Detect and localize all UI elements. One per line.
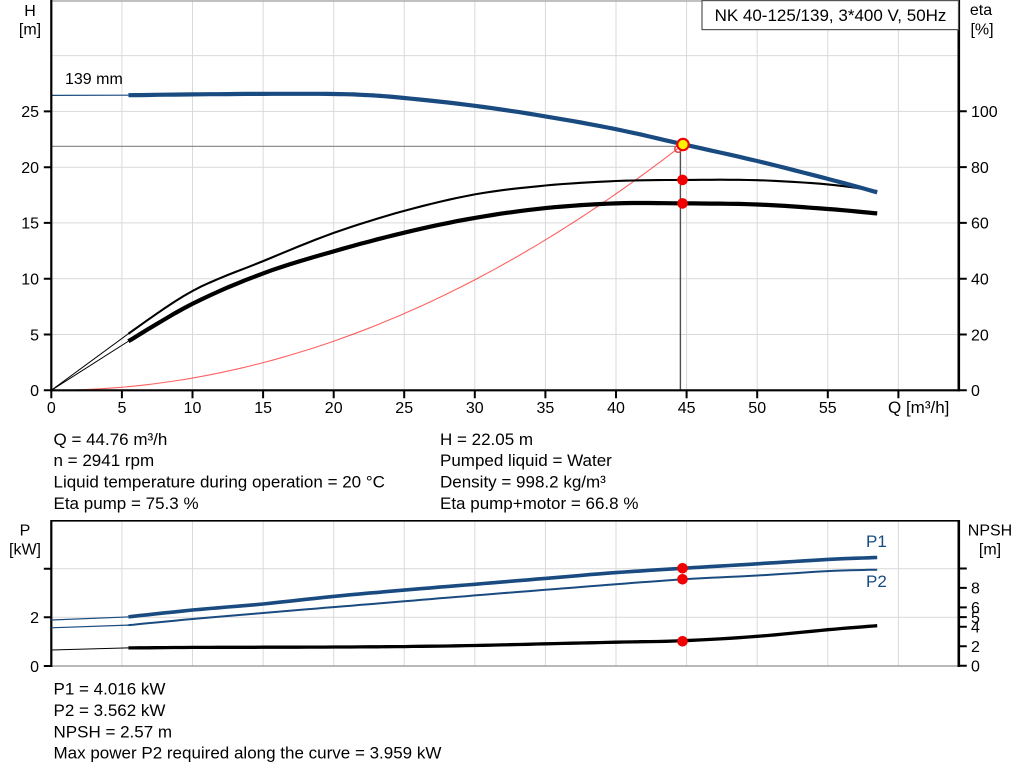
svg-text:Density = 998.2 kg/m³: Density = 998.2 kg/m³ [440, 473, 606, 492]
svg-text:0: 0 [47, 400, 56, 417]
svg-text:Liquid temperature during oper: Liquid temperature during operation = 20… [54, 473, 385, 492]
svg-text:15: 15 [254, 400, 272, 417]
svg-text:6: 6 [971, 600, 980, 617]
svg-text:P1: P1 [866, 532, 887, 551]
svg-text:H = 22.05 m: H = 22.05 m [440, 430, 533, 449]
svg-text:P2: P2 [866, 572, 887, 591]
svg-text:40: 40 [971, 272, 989, 289]
svg-text:5: 5 [971, 610, 980, 627]
svg-text:Pumped liquid = Water: Pumped liquid = Water [440, 451, 612, 470]
svg-text:H: H [24, 3, 36, 20]
svg-text:4: 4 [971, 620, 980, 637]
svg-text:P: P [20, 523, 31, 540]
svg-text:[%]: [%] [970, 21, 993, 38]
svg-text:NPSH = 2.57 m: NPSH = 2.57 m [54, 722, 173, 741]
svg-text:eta: eta [970, 2, 992, 19]
svg-text:0: 0 [971, 659, 980, 676]
svg-text:20: 20 [21, 160, 39, 177]
svg-text:NPSH: NPSH [968, 523, 1012, 540]
svg-text:25: 25 [395, 400, 413, 417]
svg-text:n = 2941 rpm: n = 2941 rpm [54, 451, 155, 470]
svg-text:0: 0 [30, 383, 39, 400]
svg-text:P2 = 3.562 kW: P2 = 3.562 kW [54, 701, 166, 720]
svg-text:8: 8 [971, 581, 980, 598]
svg-text:Max power P2 required along th: Max power P2 required along the curve = … [54, 744, 442, 763]
svg-text:[kW]: [kW] [9, 542, 41, 559]
svg-text:5: 5 [117, 400, 126, 417]
svg-text:10: 10 [21, 272, 39, 289]
svg-text:0: 0 [30, 659, 39, 676]
svg-text:Eta pump+motor = 66.8 %: Eta pump+motor = 66.8 % [440, 494, 638, 513]
svg-text:40: 40 [607, 400, 625, 417]
svg-text:35: 35 [537, 400, 555, 417]
svg-text:10: 10 [184, 400, 202, 417]
svg-text:2: 2 [971, 639, 980, 656]
svg-text:Q = 44.76 m³/h: Q = 44.76 m³/h [54, 430, 168, 449]
svg-text:[m]: [m] [19, 21, 41, 38]
svg-text:20: 20 [325, 400, 343, 417]
svg-text:P1 = 4.016 kW: P1 = 4.016 kW [54, 680, 166, 699]
svg-text:5: 5 [30, 327, 39, 344]
svg-text:15: 15 [21, 216, 39, 233]
svg-text:45: 45 [678, 400, 696, 417]
svg-text:50: 50 [748, 400, 766, 417]
svg-text:30: 30 [466, 400, 484, 417]
svg-text:25: 25 [21, 104, 39, 121]
svg-text:60: 60 [971, 216, 989, 233]
svg-text:NK 40-125/139, 3*400 V, 50Hz: NK 40-125/139, 3*400 V, 50Hz [715, 6, 947, 25]
svg-text:80: 80 [971, 160, 989, 177]
svg-text:139 mm: 139 mm [65, 71, 123, 88]
svg-text:2: 2 [30, 610, 39, 627]
svg-text:[m]: [m] [979, 542, 1001, 559]
svg-text:100: 100 [971, 104, 998, 121]
svg-text:0: 0 [971, 383, 980, 400]
svg-text:Q [m³/h]: Q [m³/h] [888, 398, 949, 417]
svg-text:Eta pump = 75.3 %: Eta pump = 75.3 % [54, 494, 199, 513]
svg-text:20: 20 [971, 327, 989, 344]
svg-text:55: 55 [819, 400, 837, 417]
